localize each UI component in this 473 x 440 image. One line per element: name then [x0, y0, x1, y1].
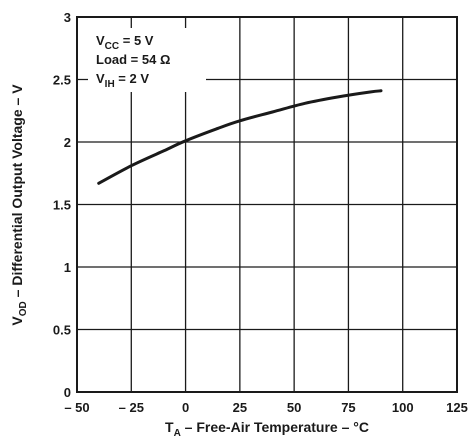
y-axis-title-rest: – Differential Output Voltage – V — [9, 84, 25, 301]
x-axis-title-main: T — [165, 419, 174, 435]
x-tick-label: – 50 — [64, 400, 89, 415]
x-tick-label: 50 — [287, 400, 301, 415]
y-axis-title-sub: OD — [18, 301, 29, 316]
y-tick-labels: 0 0.5 1 1.5 2 2.5 3 — [53, 10, 71, 400]
annotation-line: Load = 54 Ω — [96, 52, 170, 67]
annotation-line: VCC = 5 V — [96, 33, 154, 52]
x-axis-title-rest: – Free-Air Temperature – °C — [181, 419, 369, 435]
y-tick-label: 0.5 — [53, 323, 71, 338]
y-tick-label: 0 — [64, 385, 71, 400]
x-tick-labels: – 50 – 25 0 25 50 75 100 125 — [64, 400, 468, 415]
x-axis-title-sub: A — [174, 428, 181, 439]
x-tick-label: 25 — [233, 400, 247, 415]
y-tick-label: 3 — [64, 10, 71, 25]
plot-frame — [76, 16, 458, 393]
x-tick-label: 125 — [446, 400, 468, 415]
y-tick-label: 1 — [64, 260, 71, 275]
grid — [76, 16, 458, 393]
x-tick-label: 0 — [182, 400, 189, 415]
series-line — [97, 89, 383, 185]
y-tick-label: 1.5 — [53, 198, 71, 213]
y-tick-label: 2.5 — [53, 73, 71, 88]
annotation-box — [88, 28, 206, 92]
y-axis-title: VOD – Differential Output Voltage – V — [9, 84, 29, 326]
x-tick-label: – 25 — [119, 400, 144, 415]
y-axis-title-main: V — [9, 316, 25, 326]
annotation-line: VIH = 2 V — [96, 71, 149, 90]
x-tick-label: 100 — [392, 400, 414, 415]
x-tick-label: 75 — [341, 400, 355, 415]
x-axis-title: TA – Free-Air Temperature – °C — [165, 419, 369, 439]
y-tick-label: 2 — [64, 135, 71, 150]
